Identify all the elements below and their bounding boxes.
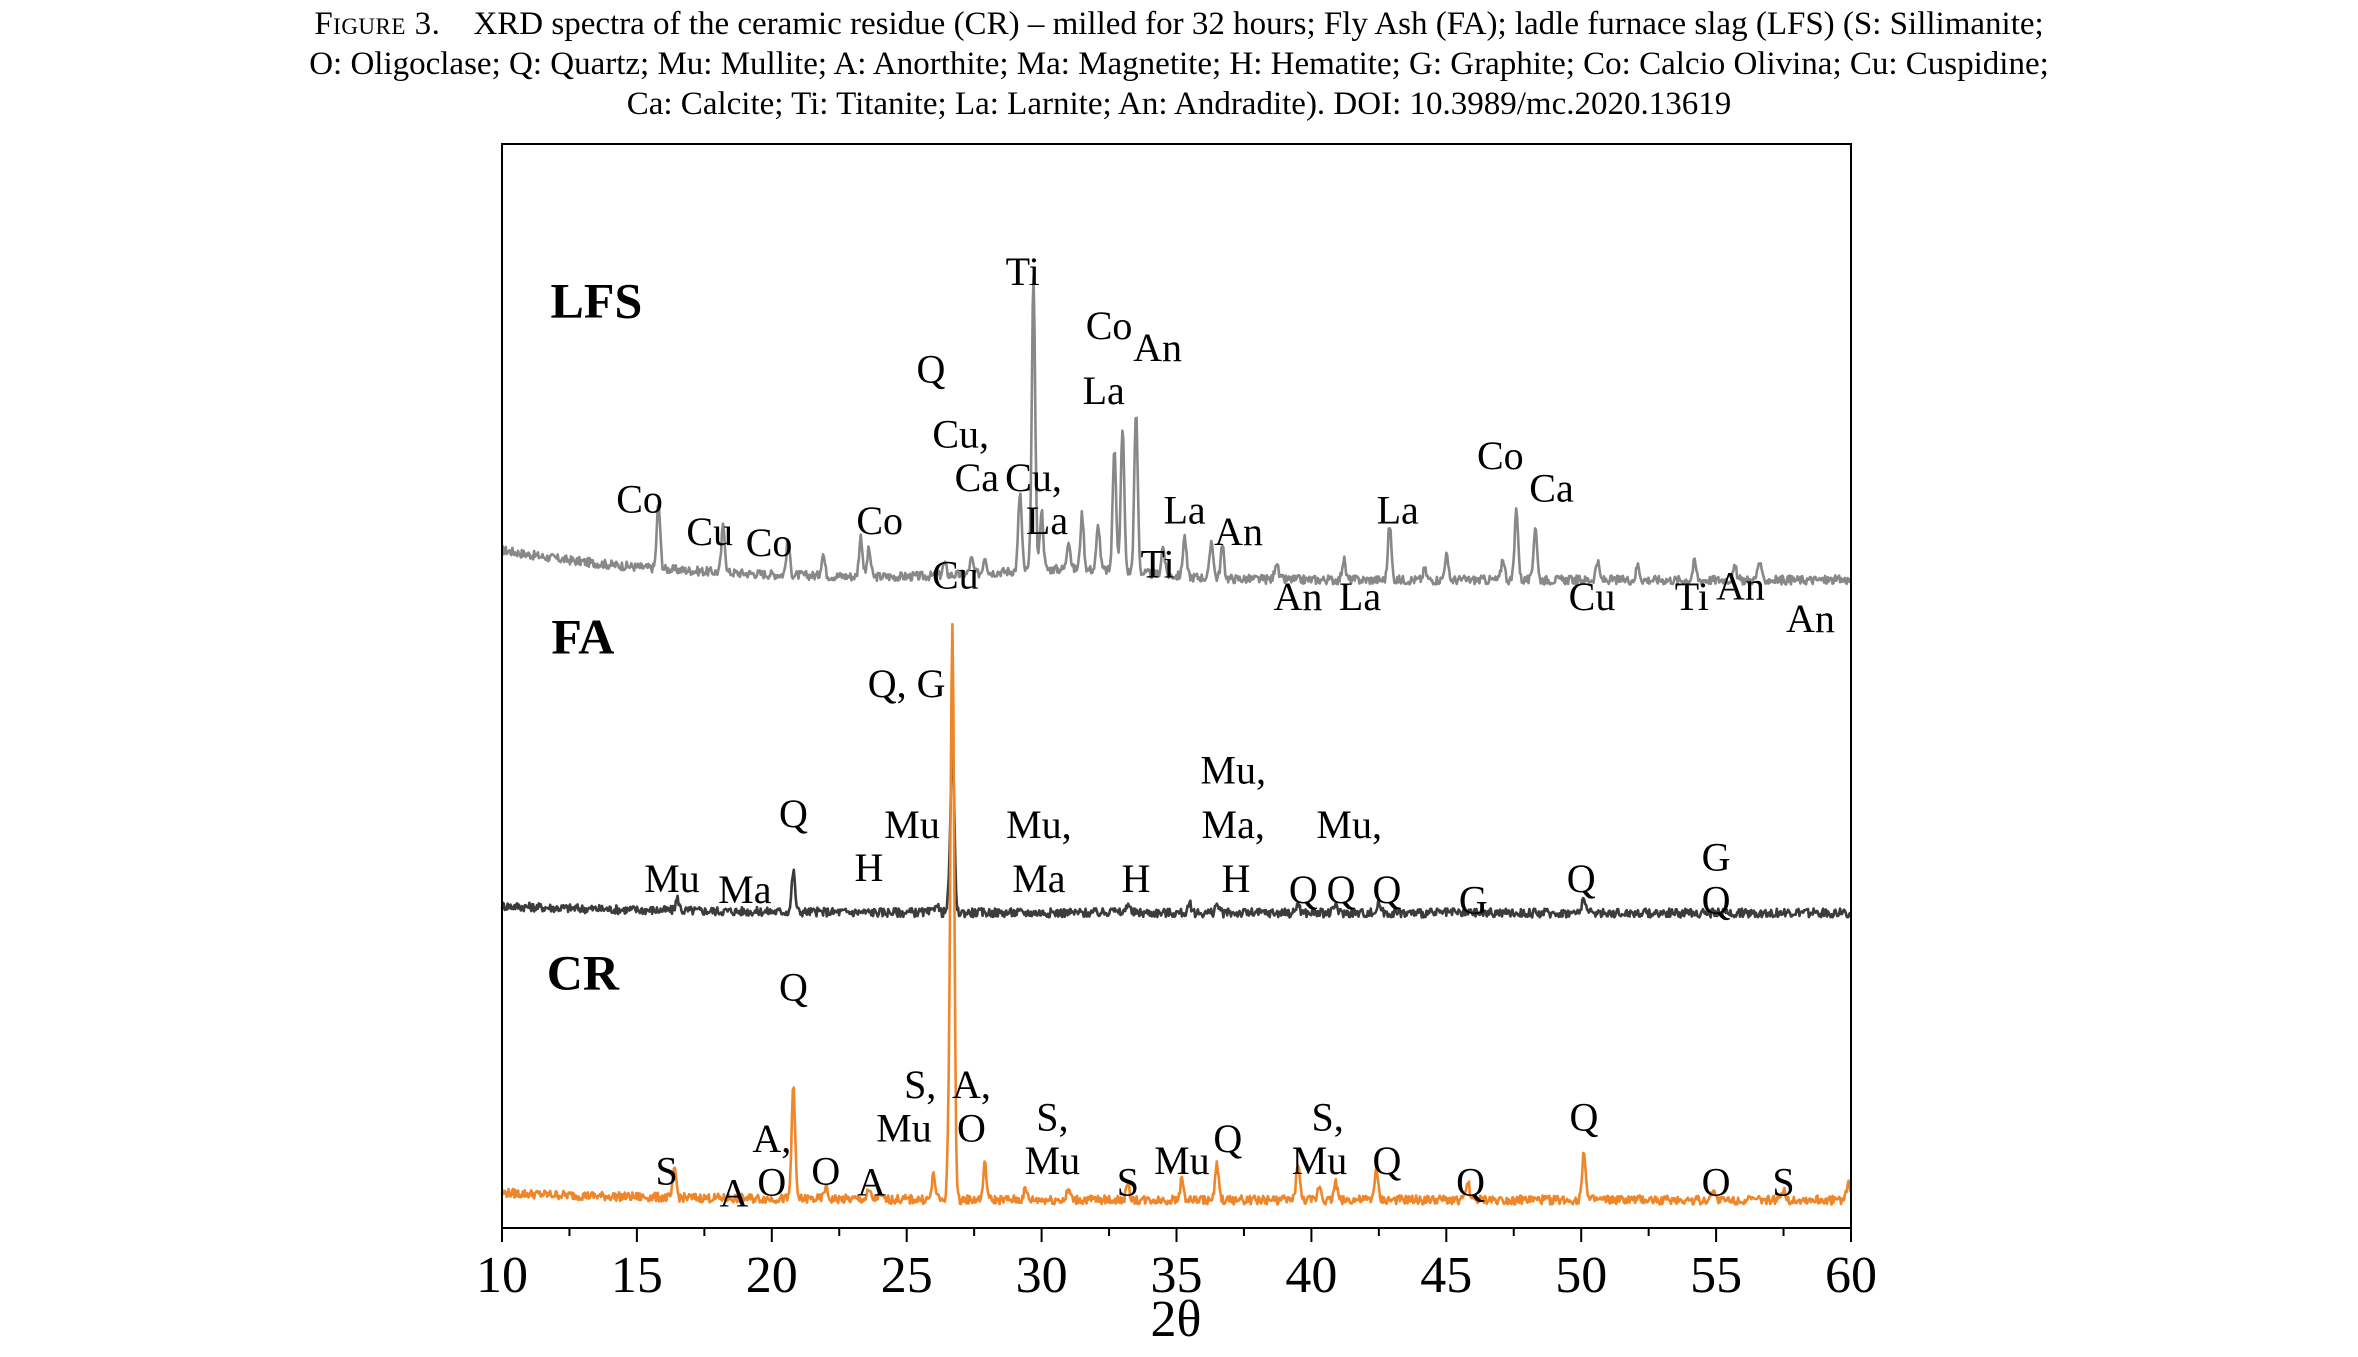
peak-label: An — [1214, 509, 1263, 554]
series-line-fa — [500, 734, 1852, 919]
x-tick-label: 25 — [881, 1247, 933, 1304]
peak-label: Ma, — [1202, 802, 1265, 847]
peak-label: Co — [856, 498, 903, 543]
peak-label: G — [1702, 834, 1731, 879]
x-tick-label: 30 — [1016, 1247, 1068, 1304]
peak-label: Q — [917, 347, 946, 392]
peak-label: Co — [746, 520, 793, 565]
peak-label: Co — [1477, 433, 1524, 478]
peak-label: Ma — [1012, 856, 1066, 901]
peak-label: Q — [1702, 878, 1731, 923]
peak-label: Mu — [876, 1105, 932, 1150]
x-tick-label: 55 — [1690, 1247, 1742, 1304]
peak-label: H — [1221, 856, 1250, 901]
x-tick-label: 35 — [1151, 1247, 1203, 1304]
peak-label: Q — [1327, 867, 1356, 912]
peak-label: Q, G — [868, 661, 946, 706]
peak-label: Cu — [1569, 574, 1616, 619]
peak-label: Co — [616, 477, 663, 522]
figure-caption: Figure 3. XRD spectra of the ceramic res… — [0, 4, 2358, 124]
peak-label: S — [655, 1149, 677, 1194]
peak-label: La — [1377, 487, 1419, 532]
peak-label: Mu — [644, 856, 700, 901]
peak-label: Mu, — [1200, 748, 1266, 793]
peak-label: Q — [1567, 856, 1596, 901]
peak-label: O — [757, 1160, 786, 1205]
x-tick-label: 50 — [1555, 1247, 1607, 1304]
peak-label: Ca — [1529, 466, 1574, 511]
peak-label: A, — [952, 1062, 991, 1107]
peak-label: S, — [1311, 1094, 1343, 1139]
peak-label: La — [1164, 487, 1206, 532]
peak-label: Cu, — [932, 412, 989, 457]
peak-label: H — [854, 845, 883, 890]
series-line-lfs — [501, 275, 1852, 586]
x-tick-label: 40 — [1285, 1247, 1337, 1304]
series-layer — [500, 275, 1852, 1206]
caption-line-2: O: Oligoclase; Q: Quartz; Mu: Mullite; A… — [309, 46, 2049, 82]
x-tick-label: 10 — [476, 1247, 528, 1304]
peak-label: O — [957, 1105, 986, 1150]
peak-label: O — [1702, 1160, 1731, 1205]
peak-label: La — [1339, 574, 1381, 619]
peak-label: Ca — [955, 455, 1000, 500]
peak-label: Cu, — [1005, 455, 1062, 500]
caption-prefix: Figure 3. — [314, 6, 441, 42]
peak-label: Q — [1213, 1116, 1242, 1161]
peak-label: Q — [1372, 1138, 1401, 1183]
x-tick-label: 45 — [1420, 1247, 1472, 1304]
peak-label: Mu — [1292, 1138, 1348, 1183]
peak-label: Ma — [718, 867, 772, 912]
x-tick-label: 60 — [1825, 1247, 1877, 1304]
peak-label: La — [1026, 498, 1068, 543]
peak-label: S — [1772, 1160, 1794, 1205]
plot-frame — [501, 143, 1852, 1229]
x-tick-label: 15 — [611, 1247, 663, 1304]
peak-label: H — [1122, 856, 1151, 901]
peak-label: An — [1273, 574, 1322, 619]
peak-label: Mu — [1025, 1138, 1081, 1183]
peak-label: Mu — [884, 802, 940, 847]
peak-label: A — [857, 1160, 886, 1205]
peak-label: Q — [1372, 867, 1401, 912]
peak-label: S, — [904, 1062, 936, 1107]
peak-label: Q — [779, 791, 808, 836]
caption-line-3: Ca: Calcite; Ti: Titanite; La: Larnite; … — [626, 86, 1732, 122]
peak-label: Ti — [1006, 249, 1040, 294]
x-axis-ticks: 10 15 20 25 30 35 40 45 50 55 60 — [476, 1228, 1877, 1304]
peak-label: Mu, — [1006, 802, 1072, 847]
series-line-cr — [500, 622, 1852, 1206]
peak-label: La — [1083, 368, 1125, 413]
peak-label: Mu, — [1316, 802, 1382, 847]
peak-label: Ti — [1675, 574, 1709, 619]
peak-label: A — [720, 1170, 749, 1215]
peak-label: An — [1133, 325, 1182, 370]
peak-label: Q — [779, 964, 808, 1009]
peak-label: Q — [1289, 867, 1318, 912]
caption-line-1-text: XRD spectra of the ceramic residue (CR) … — [473, 6, 2044, 42]
x-tick-label: 20 — [746, 1247, 798, 1304]
peak-label: G — [1459, 878, 1488, 923]
peak-label: A, — [752, 1116, 791, 1161]
series-label-cr: CR — [547, 945, 620, 1001]
peak-label: S, — [1036, 1094, 1068, 1139]
peak-label: Mu — [1154, 1138, 1210, 1183]
peak-label: Cu — [686, 509, 733, 554]
peak-label: Cu — [932, 552, 979, 597]
peak-label: O — [811, 1149, 840, 1194]
peak-label: S — [1117, 1160, 1139, 1205]
peak-label: An — [1716, 563, 1765, 608]
peak-label: Co — [1086, 303, 1133, 348]
peak-label: Q — [1456, 1160, 1485, 1205]
series-label-fa: FA — [551, 609, 614, 665]
peak-label: Ti — [1141, 542, 1175, 587]
peak-label: Q — [1569, 1094, 1598, 1139]
x-axis-title: 2θ — [1151, 1291, 1202, 1348]
caption-line-1: Figure 3. XRD spectra of the ceramic res… — [0, 4, 2358, 44]
peak-label: An — [1786, 596, 1835, 641]
series-label-lfs: LFS — [551, 272, 643, 328]
